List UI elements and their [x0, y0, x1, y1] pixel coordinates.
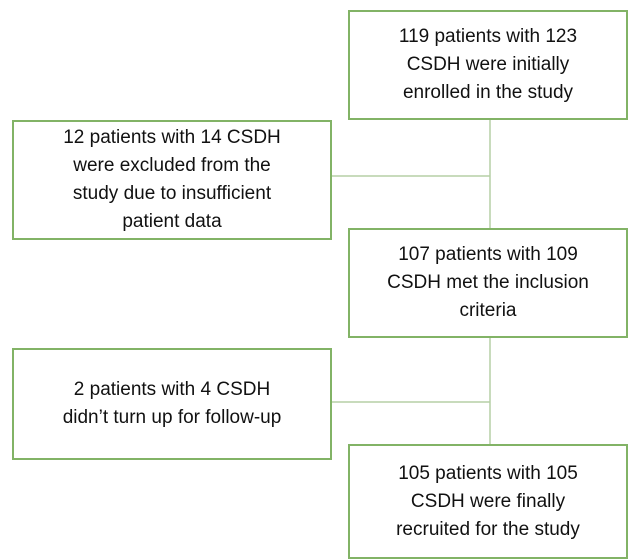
- box-text-line: 119 patients with 123: [398, 26, 578, 47]
- box-text-line: study due to insufficient: [72, 183, 272, 204]
- box-text-line: patient data: [122, 211, 222, 232]
- box-text-line: 12 patients with 14 CSDH: [63, 127, 281, 148]
- box-text-line: didn’t turn up for follow-up: [62, 407, 282, 428]
- flow-box: 2 patients with 4 CSDH didn’t turn up for…: [12, 348, 332, 460]
- box-text-line: 2 patients with 4 CSDH: [73, 379, 271, 400]
- flow-box: 12 patients with 14 CSDH were excluded fr…: [12, 120, 332, 240]
- flow-box: 107 patients with 109 CSDH met the inclus…: [348, 228, 628, 338]
- box-text-line: 107 patients with 109: [398, 244, 578, 265]
- box-text-line: enrolled in the study: [402, 82, 574, 103]
- box-text-line: 105 patients with 105: [398, 462, 578, 484]
- box-text-line: were excluded from the: [73, 155, 271, 176]
- box-text-line: CSDH were finally: [410, 490, 566, 512]
- box-text-line: criteria: [459, 300, 517, 321]
- box-text-line: CSDH were initially: [406, 54, 570, 75]
- box-text-line: CSDH met the inclusion: [387, 272, 589, 293]
- flow-box: 105 patients with 105 CSDH were finally re…: [348, 444, 628, 559]
- flow-box: 119 patients with 123 CSDH were initially…: [348, 10, 628, 120]
- box-text-line: recruited for the study: [396, 518, 580, 540]
